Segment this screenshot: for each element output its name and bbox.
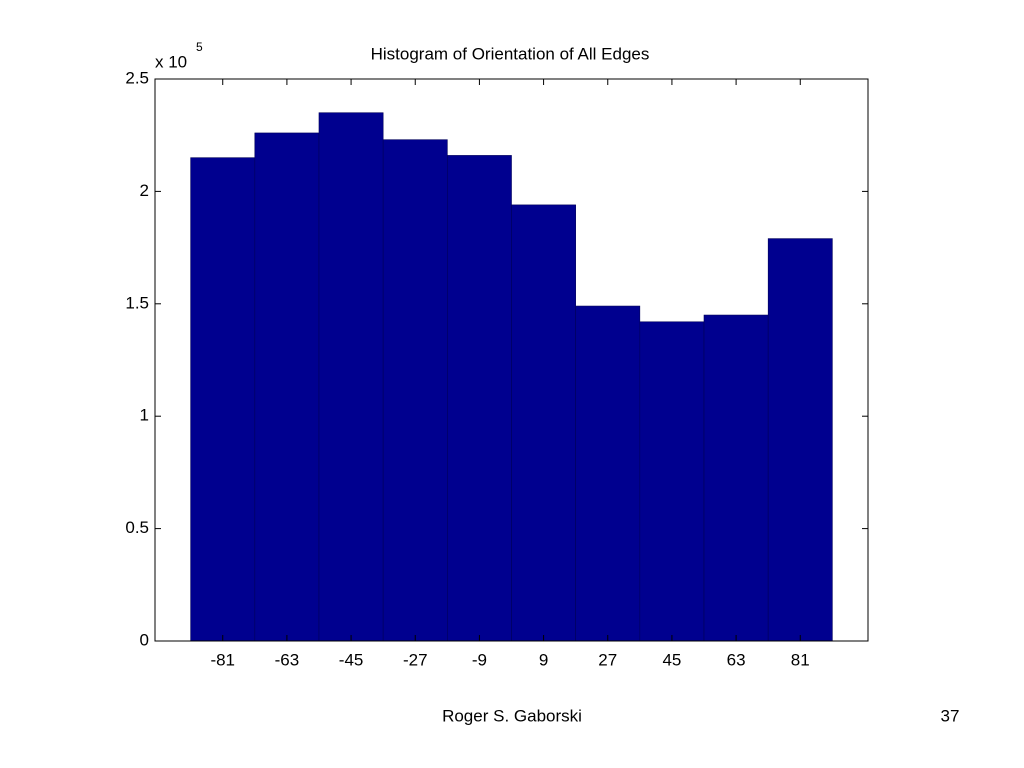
x-tick-label: 45 [662,650,681,669]
axes-box [154,78,869,642]
bar [767,238,833,642]
x-tick-label: -27 [403,650,428,669]
y-tick-label: 1 [140,406,149,425]
bar [511,204,576,642]
x-tick-label: -81 [210,650,235,669]
footer-author: Roger S. Gaborski [442,706,582,725]
bar [254,132,320,642]
bar [703,314,769,642]
bar [318,112,384,642]
y-tick-label: 1.5 [125,293,149,312]
x-tick-label: 9 [539,650,548,669]
x-tick-label: -45 [339,650,364,669]
y-tick-label: 2.5 [125,68,149,87]
page-number: 37 [941,706,960,725]
y-tick-label: 0.5 [125,518,149,537]
x-tick-label: -63 [275,650,300,669]
x-tick-label: 27 [598,650,617,669]
y-scale-exponent: 5 [196,40,203,54]
y-tick-label: 0 [140,630,149,649]
x-tick-label: 63 [727,650,746,669]
y-scale-base: x 10 [155,52,187,71]
chart-title: Histogram of Orientation of All Edges [371,44,650,63]
bar [447,155,512,642]
x-tick-label: -9 [472,650,487,669]
x-tick-label: 81 [791,650,810,669]
bar [382,139,448,642]
bar [575,305,641,642]
bar [639,321,705,642]
bar [190,157,256,642]
y-tick-label: 2 [140,181,149,200]
